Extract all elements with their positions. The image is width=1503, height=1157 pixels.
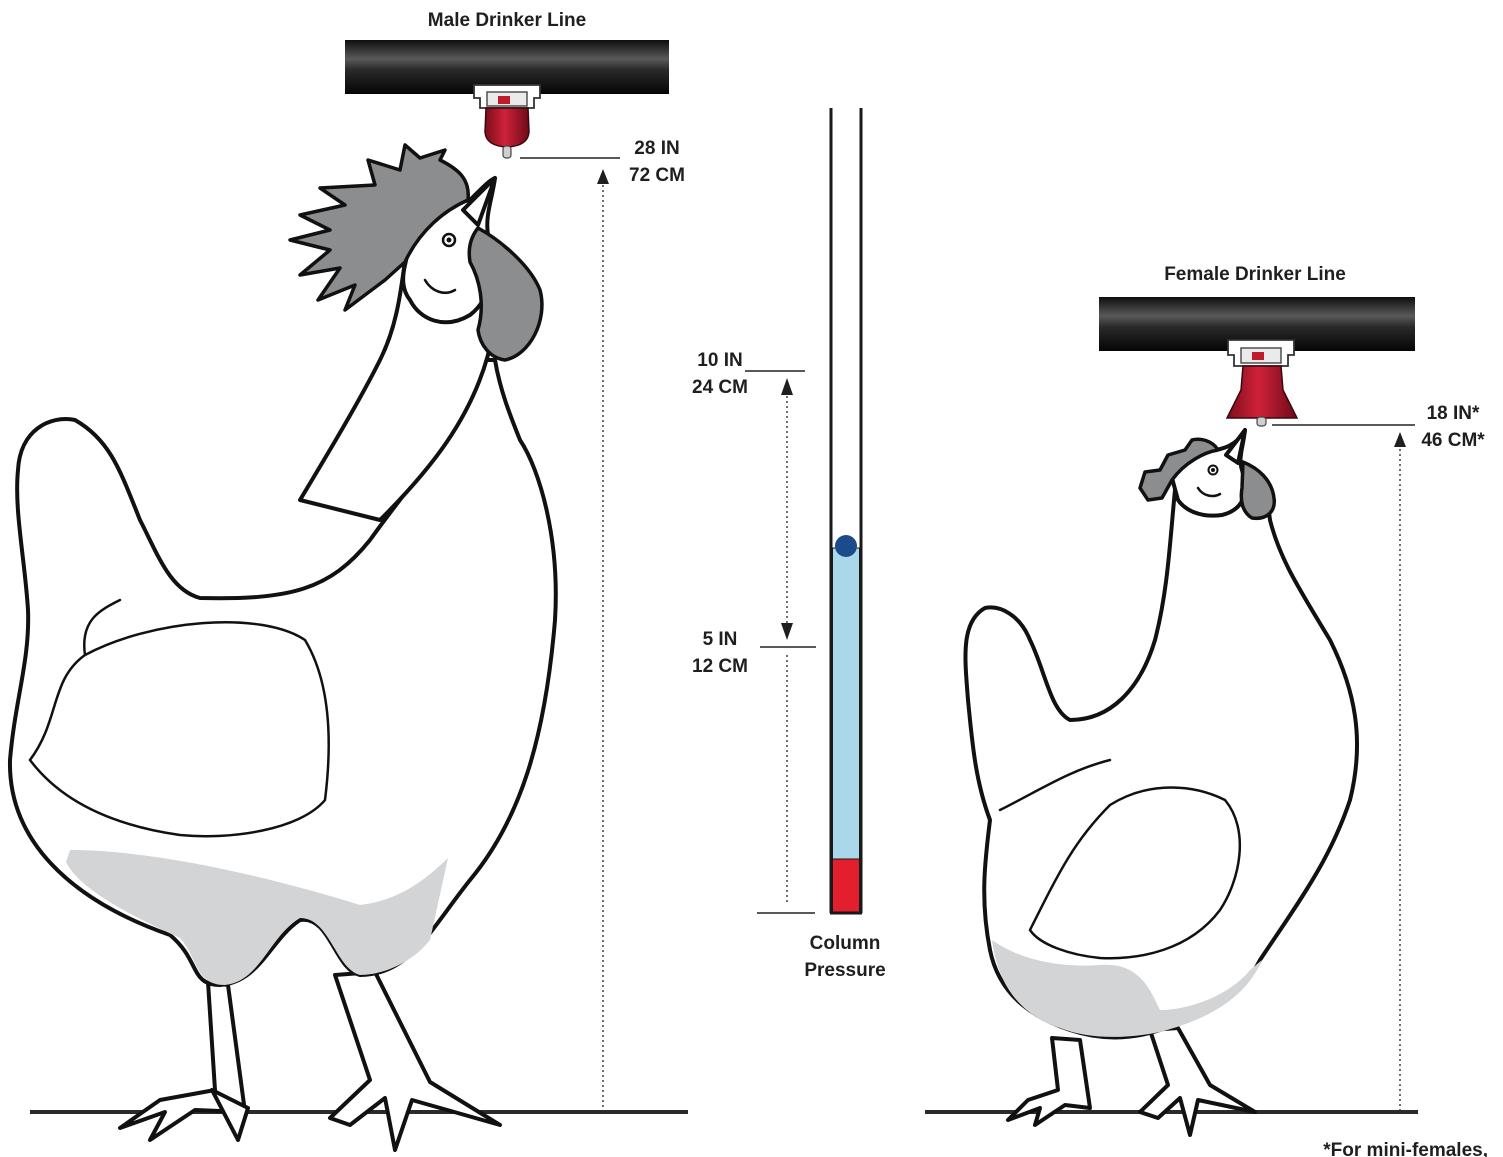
female-nipple-drinker [1225, 339, 1299, 427]
female-drinker-line: Female Drinker Line 18 IN* 46 CM* [1099, 264, 1485, 1110]
male-height-arrow-icon [597, 169, 609, 184]
rooster-illustration [7, 143, 688, 1152]
rooster-belly-patch [66, 850, 448, 985]
rooster-beak [461, 176, 497, 227]
column-mid-cm: 12 CM [692, 656, 748, 677]
column-top-cm: 24 CM [692, 377, 748, 398]
column-label-line2: Pressure [804, 960, 885, 981]
hen-legs [1006, 1026, 1257, 1137]
hen-illustration [925, 428, 1418, 1137]
footnote: *For mini-females, [1323, 1140, 1488, 1157]
column-top-inches: 10 IN [697, 350, 742, 371]
hen-beak [1224, 428, 1247, 465]
column-water-level [832, 547, 860, 860]
column-red-base [832, 858, 860, 914]
female-height-cm: 46 CM* [1421, 430, 1485, 451]
hen-wattle [1239, 460, 1276, 521]
female-height-arrow-icon [1394, 432, 1406, 447]
male-nipple-drinker [473, 84, 541, 159]
rooster-legs [118, 970, 502, 1152]
hen-comb [1138, 437, 1220, 502]
male-drinker-line: Male Drinker Line 28 IN 72 CM [345, 10, 685, 1110]
column-float-ball-icon [835, 535, 857, 557]
female-line-title: Female Drinker Line [1164, 264, 1346, 285]
male-line-title: Male Drinker Line [428, 10, 586, 31]
column-pressure-gauge: 10 IN 24 CM 5 IN 12 CM Column Pressure [692, 108, 886, 981]
column-label-line1: Column [810, 933, 881, 954]
rooster-wattle [467, 226, 544, 362]
column-mid-inches: 5 IN [703, 629, 738, 650]
column-up-arrow-icon [781, 378, 793, 395]
column-down-arrow-icon [781, 623, 793, 640]
female-height-inches: 18 IN* [1427, 403, 1480, 424]
rooster-comb [288, 143, 470, 312]
hen-belly-patch [992, 940, 1262, 1037]
male-height-cm: 72 CM [629, 165, 685, 186]
male-height-inches: 28 IN [634, 138, 679, 159]
hen-wing [1028, 786, 1242, 960]
hen-body [963, 478, 1360, 1040]
